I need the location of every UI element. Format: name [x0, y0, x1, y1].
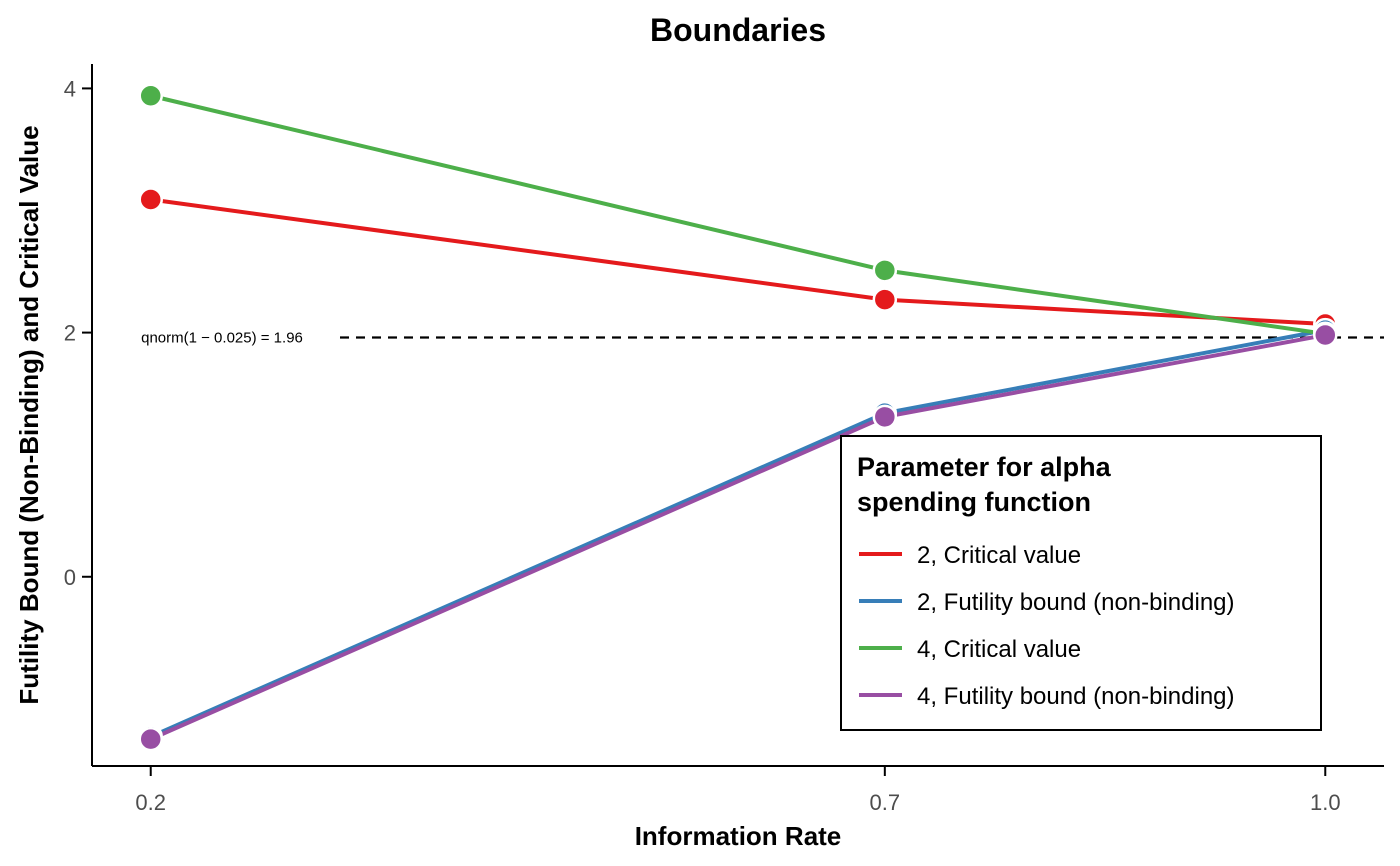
reference-line-label: qnorm(1 − 0.025) = 1.96	[141, 329, 303, 346]
legend-box	[840, 435, 1322, 731]
x-axis-ticks: 0.2 0.7 1.0	[135, 766, 1341, 815]
legend-label-3: 4, Critical value	[917, 636, 1081, 663]
data-point-s3-2	[872, 258, 898, 283]
plot-area: qnorm(1 − 0.025) = 1.96	[138, 83, 1384, 752]
y-axis-ticks: 0 2 4	[64, 76, 92, 590]
legend-label-2: 2, Futility bound (non-binding)	[917, 589, 1235, 616]
data-point-s1-1	[138, 187, 163, 212]
y-tick-label-2: 2	[64, 321, 76, 346]
legend-title-line-2: spending function	[857, 487, 1091, 517]
data-point-s3-1	[138, 83, 163, 108]
legend-label-1: 2, Critical value	[917, 542, 1081, 569]
chart-title: Boundaries	[650, 12, 826, 48]
legend-title-line-1: Parameter for alpha	[857, 452, 1112, 482]
x-tick-label-3: 1.0	[1310, 790, 1341, 815]
legend: Parameter for alpha spending function 2,…	[840, 435, 1322, 731]
data-point-s4-1	[138, 726, 163, 752]
x-tick-label-1: 0.2	[135, 790, 166, 815]
series-line-3	[150, 93, 1326, 336]
legend-label-4: 4, Futility bound (non-binding)	[917, 683, 1235, 710]
data-point-s4-2	[872, 404, 898, 430]
y-axis-title: Futility Bound (Non-Binding) and Critica…	[14, 125, 44, 704]
series-line-1	[150, 197, 1326, 327]
y-tick-label-1: 0	[64, 565, 76, 590]
legend-items: 2, Critical value 2, Futility bound (non-…	[859, 542, 1235, 710]
data-point-s1-2	[872, 287, 898, 312]
data-point-s4-3	[1313, 322, 1338, 348]
y-tick-label-3: 4	[64, 76, 76, 101]
x-axis-title: Information Rate	[635, 821, 842, 851]
x-tick-label-2: 0.7	[870, 790, 901, 815]
